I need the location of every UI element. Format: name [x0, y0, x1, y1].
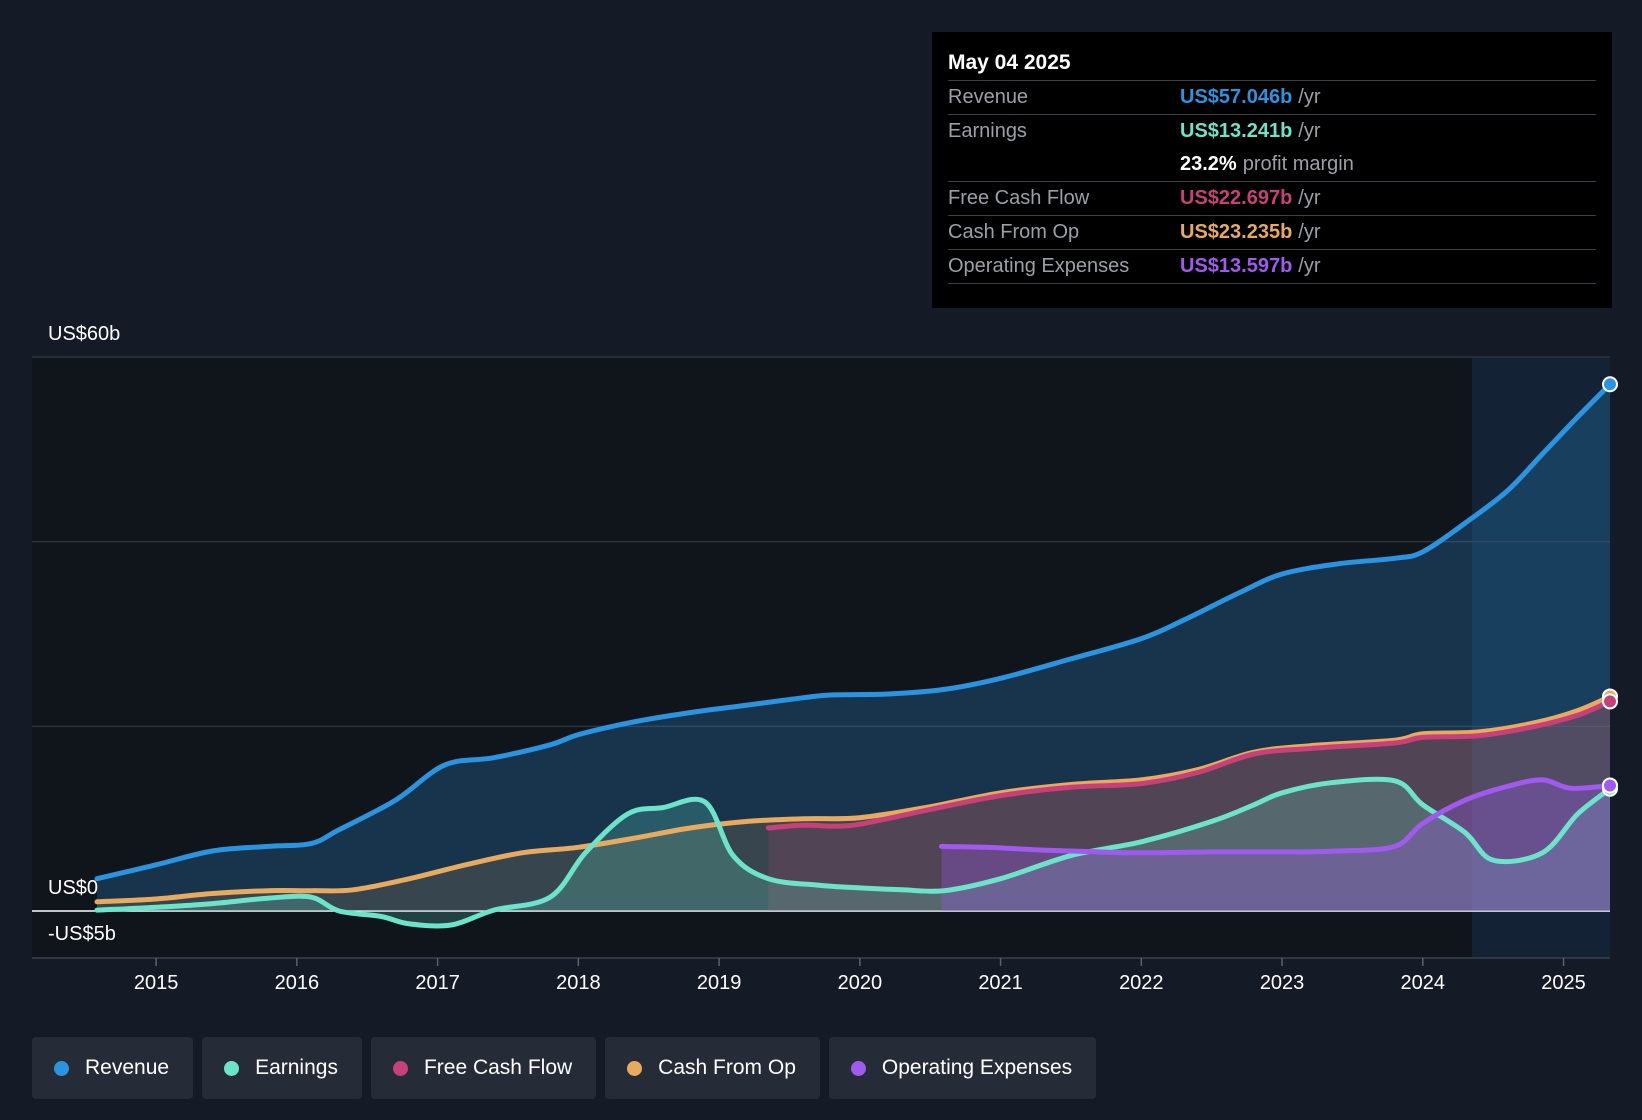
- tooltip-margin-value: 23.2%: [1180, 148, 1237, 181]
- legend-item-revenue[interactable]: Revenue: [32, 1037, 193, 1099]
- legend-dot-icon: [393, 1061, 408, 1076]
- legend-dot-icon: [627, 1061, 642, 1076]
- tooltip-row-margin: 23.2% profit margin: [948, 148, 1596, 182]
- tooltip-row-revenue: Revenue US$57.046b /yr: [948, 81, 1596, 115]
- x-tick-label: 2015: [134, 972, 179, 994]
- tooltip-cfo-label: Cash From Op: [948, 216, 1180, 249]
- tooltip-revenue-label: Revenue: [948, 81, 1180, 114]
- end-dot-opex: [1603, 778, 1617, 792]
- tooltip-margin-label: profit margin: [1243, 148, 1354, 181]
- chart-tooltip: May 04 2025 Revenue US$57.046b /yr Earni…: [932, 32, 1612, 308]
- x-tick-label: 2019: [697, 972, 742, 994]
- legend-dot-icon: [851, 1061, 866, 1076]
- chart-legend: Revenue Earnings Free Cash Flow Cash Fro…: [32, 1037, 1096, 1099]
- tooltip-row-cfo: Cash From Op US$23.235b /yr: [948, 216, 1596, 250]
- tooltip-opex-label: Operating Expenses: [948, 250, 1180, 283]
- x-tick-label: 2023: [1260, 972, 1305, 994]
- legend-item-cash-from-op[interactable]: Cash From Op: [605, 1037, 820, 1099]
- legend-label: Free Cash Flow: [424, 1056, 572, 1080]
- x-tick-label: 2022: [1119, 972, 1164, 994]
- tooltip-revenue-unit: /yr: [1298, 81, 1320, 114]
- y-axis-zero-label: US$0: [48, 877, 98, 899]
- tooltip-cfo-value: US$23.235b: [1180, 216, 1292, 249]
- legend-dot-icon: [54, 1061, 69, 1076]
- legend-item-free-cash-flow[interactable]: Free Cash Flow: [371, 1037, 596, 1099]
- y-axis-bottom-label: -US$5b: [48, 923, 116, 945]
- legend-label: Operating Expenses: [882, 1056, 1072, 1080]
- end-dot-revenue: [1603, 377, 1617, 391]
- x-tick-label: 2021: [978, 972, 1023, 994]
- tooltip-fcf-unit: /yr: [1298, 182, 1320, 215]
- x-tick-label: 2025: [1541, 972, 1586, 994]
- x-tick-label: 2024: [1401, 972, 1446, 994]
- tooltip-fcf-value: US$22.697b: [1180, 182, 1292, 215]
- tooltip-cfo-unit: /yr: [1298, 216, 1320, 249]
- tooltip-earnings-value: US$13.241b: [1180, 115, 1292, 148]
- x-tick-label: 2020: [838, 972, 883, 994]
- legend-label: Revenue: [85, 1056, 169, 1080]
- legend-item-operating-expenses[interactable]: Operating Expenses: [829, 1037, 1096, 1099]
- legend-dot-icon: [224, 1061, 239, 1076]
- legend-item-earnings[interactable]: Earnings: [202, 1037, 362, 1099]
- tooltip-fcf-label: Free Cash Flow: [948, 182, 1180, 215]
- tooltip-revenue-value: US$57.046b: [1180, 81, 1292, 114]
- legend-label: Earnings: [255, 1056, 338, 1080]
- x-tick-label: 2017: [415, 972, 460, 994]
- tooltip-opex-value: US$13.597b: [1180, 250, 1292, 283]
- tooltip-row-earnings: Earnings US$13.241b /yr: [948, 115, 1596, 148]
- tooltip-date: May 04 2025: [948, 46, 1596, 81]
- x-axis-ticks: 2015 2016 2017 2018 2019 2020 2021 2022 2023 2024…: [134, 958, 1586, 994]
- tooltip-earnings-unit: /yr: [1298, 115, 1320, 148]
- tooltip-earnings-label: Earnings: [948, 115, 1180, 148]
- tooltip-row-opex: Operating Expenses US$13.597b /yr: [948, 250, 1596, 284]
- legend-label: Cash From Op: [658, 1056, 796, 1080]
- tooltip-opex-unit: /yr: [1298, 250, 1320, 283]
- x-tick-label: 2018: [556, 972, 601, 994]
- tooltip-row-fcf: Free Cash Flow US$22.697b /yr: [948, 182, 1596, 216]
- y-axis-top-label: US$60b: [48, 323, 120, 345]
- end-dot-fcf: [1603, 694, 1617, 708]
- x-tick-label: 2016: [275, 972, 320, 994]
